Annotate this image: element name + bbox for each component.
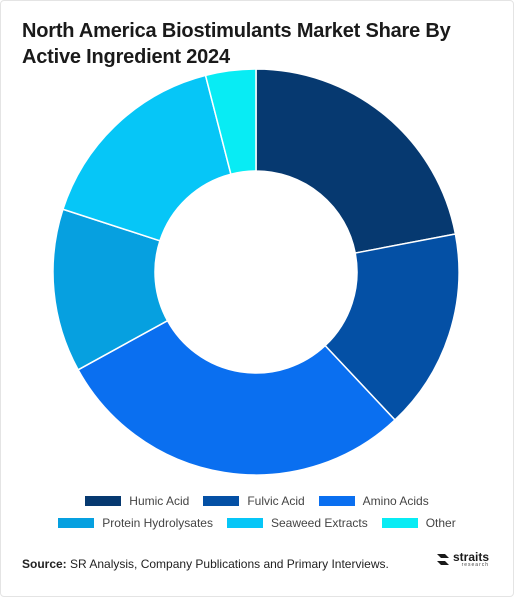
donut-slice-seaweed-extracts (61, 74, 232, 242)
logo-sub-text: research (461, 562, 490, 568)
legend-item-fulvic-acid: Fulvic Acid (203, 494, 305, 508)
legend-swatch-humic-acid (85, 496, 122, 506)
source-text: SR Analysis, Company Publications and Pr… (66, 557, 389, 571)
legend-swatch-seaweed-extracts (226, 518, 263, 528)
legend-item-amino-acids: Amino Acids (318, 494, 429, 508)
legend-label-fulvic-acid: Fulvic Acid (247, 494, 305, 508)
straits-logo: straits research (436, 551, 489, 568)
logo-main-text: straits (453, 550, 490, 564)
donut-slice-humic-acid (255, 68, 457, 254)
legend-item-other: Other (381, 516, 456, 530)
donut-chart (52, 68, 460, 476)
legend-swatch-protein-hydrolysates (58, 518, 95, 528)
legend-item-seaweed-extracts: Seaweed Extracts (226, 516, 368, 530)
legend-item-humic-acid: Humic Acid (85, 494, 189, 508)
legend-swatch-other (381, 518, 418, 528)
legend-label-humic-acid: Humic Acid (129, 494, 190, 508)
donut-slice-amino-acids (77, 319, 397, 476)
legend-label-seaweed-extracts: Seaweed Extracts (270, 516, 368, 530)
legend-label-protein-hydrolysates: Protein Hydrolysates (102, 516, 213, 530)
legend-swatch-amino-acids (318, 496, 355, 506)
straits-logo-icon (437, 553, 449, 565)
source-label: Source: (22, 557, 67, 571)
legend-item-protein-hydrolysates: Protein Hydrolysates (58, 516, 213, 530)
donut-slice-other (204, 68, 257, 176)
chart-title: North America Biostimulants Market Share… (22, 20, 451, 68)
legend-label-amino-acids: Amino Acids (362, 494, 429, 508)
source-note: Source: SR Analysis, Company Publication… (22, 557, 389, 571)
donut-slice-fulvic-acid (324, 233, 460, 422)
legend-swatch-fulvic-acid (203, 496, 240, 506)
legend-row-2: Protein Hydrolysates Seaweed Extracts Othe… (0, 516, 514, 530)
legend-label-other: Other (425, 516, 456, 530)
legend-row-1: Humic Acid Fulvic Acid Amino Acids (0, 494, 514, 508)
